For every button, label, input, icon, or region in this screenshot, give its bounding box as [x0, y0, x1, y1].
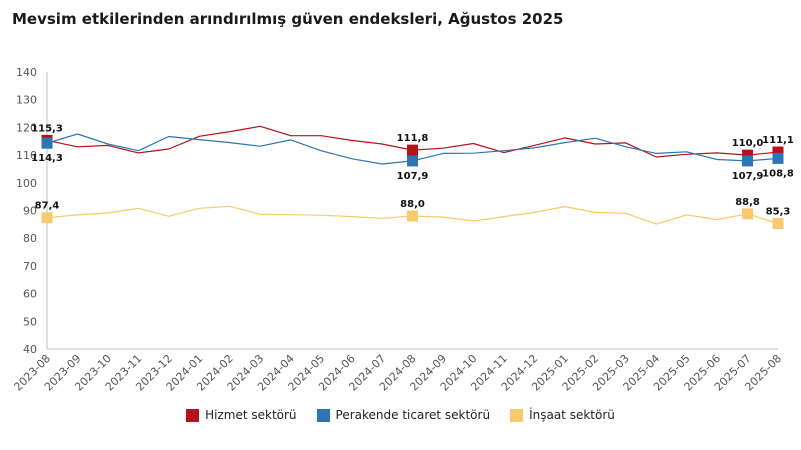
data-label: 88,8: [735, 197, 760, 208]
data-marker: [772, 146, 784, 158]
chart-title: Mevsim etkilerinden arındırılmış güven e…: [12, 10, 564, 28]
y-tick-label: 100: [16, 177, 37, 190]
legend-swatch-hizmet: [186, 408, 200, 422]
data-marker: [407, 155, 418, 167]
data-label: 108,8: [762, 168, 794, 179]
y-tick-label: 50: [23, 315, 37, 328]
data-label: 110,0: [732, 138, 764, 149]
data-label: 115,3: [31, 123, 63, 134]
y-tick-label: 40: [23, 343, 37, 356]
data-marker: [742, 149, 754, 161]
data-label: 111,1: [762, 135, 794, 146]
legend-swatch-perakende: [316, 408, 330, 422]
data-marker: [772, 218, 784, 230]
data-label: 114,3: [31, 153, 63, 164]
data-label: 85,3: [766, 207, 791, 218]
data-marker: [41, 137, 53, 149]
y-tick-label: 80: [23, 232, 37, 245]
legend-item-hizmet[interactable]: Hizmet sektörü: [186, 408, 297, 422]
y-tick-label: 120: [16, 121, 37, 134]
data-marker: [742, 155, 754, 167]
y-tick-label: 130: [16, 94, 37, 107]
data-marker: [772, 152, 784, 164]
y-tick-label: 110: [16, 149, 37, 162]
data-label: 87,4: [35, 201, 60, 212]
legend-label-perakende: Perakende ticaret sektörü: [335, 408, 491, 422]
legend-item-perakende[interactable]: Perakende ticaret sektörü: [316, 408, 491, 422]
data-label: 88,0: [400, 199, 425, 210]
y-tick-label: 140: [16, 66, 37, 79]
legend-swatch-insaat: [510, 408, 524, 422]
data-marker: [407, 144, 418, 156]
legend-label-insaat: İnşaat sektörü: [529, 408, 615, 422]
y-tick-label: 90: [23, 205, 37, 218]
legend-item-insaat[interactable]: İnşaat sektörü: [510, 408, 615, 422]
y-tick-label: 70: [23, 260, 37, 273]
data-label: 107,9: [732, 171, 764, 182]
data-label: 111,8: [397, 133, 429, 144]
data-marker: [742, 208, 754, 220]
data-label: 107,9: [397, 171, 429, 182]
data-marker: [41, 212, 53, 224]
y-tick-label: 60: [23, 288, 37, 301]
legend: Hizmet sektörü Perakende ticaret sektörü…: [0, 408, 801, 422]
data-marker: [407, 210, 418, 222]
legend-label-hizmet: Hizmet sektörü: [205, 408, 297, 422]
